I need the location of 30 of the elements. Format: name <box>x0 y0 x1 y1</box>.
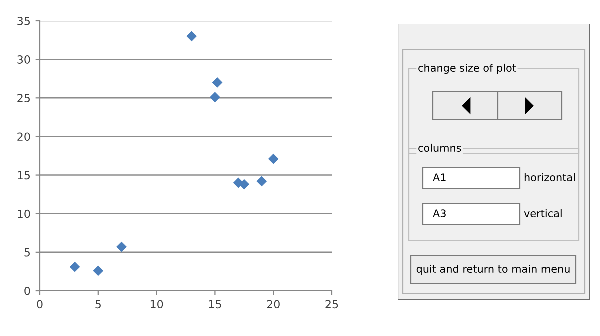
point <box>70 262 80 272</box>
text: vertical <box>524 209 562 218</box>
text: A1 <box>433 174 446 182</box>
point <box>116 242 127 252</box>
x-tick-label: 25 <box>326 300 338 309</box>
x-tick-label: 5 <box>96 300 101 309</box>
point <box>239 179 250 190</box>
text: change size of plot <box>418 64 516 74</box>
x-tick-label: 10 <box>150 300 164 309</box>
text: quit and return to main menu <box>416 264 570 276</box>
point <box>256 176 268 187</box>
point <box>186 31 198 42</box>
text: A3 <box>433 210 446 218</box>
y-tick-label: 10 <box>18 210 30 218</box>
text: columns <box>418 144 462 152</box>
point <box>212 78 223 88</box>
y-tick-label: 35 <box>18 16 30 26</box>
text: horizontal <box>524 173 575 182</box>
x-tick-label: 20 <box>267 300 280 309</box>
y-tick-label: 25 <box>18 94 30 103</box>
x-tick-label: 15 <box>209 300 222 309</box>
y-tick-label: 5 <box>24 248 30 257</box>
y-tick-label: 20 <box>18 132 30 142</box>
y-tick-label: 0 <box>24 286 30 296</box>
point <box>210 92 220 103</box>
point <box>268 154 279 164</box>
y-tick-label: 30 <box>18 56 30 64</box>
y-tick-label: 15 <box>18 171 30 180</box>
point <box>93 266 104 276</box>
x-tick-label: 0 <box>37 300 43 309</box>
